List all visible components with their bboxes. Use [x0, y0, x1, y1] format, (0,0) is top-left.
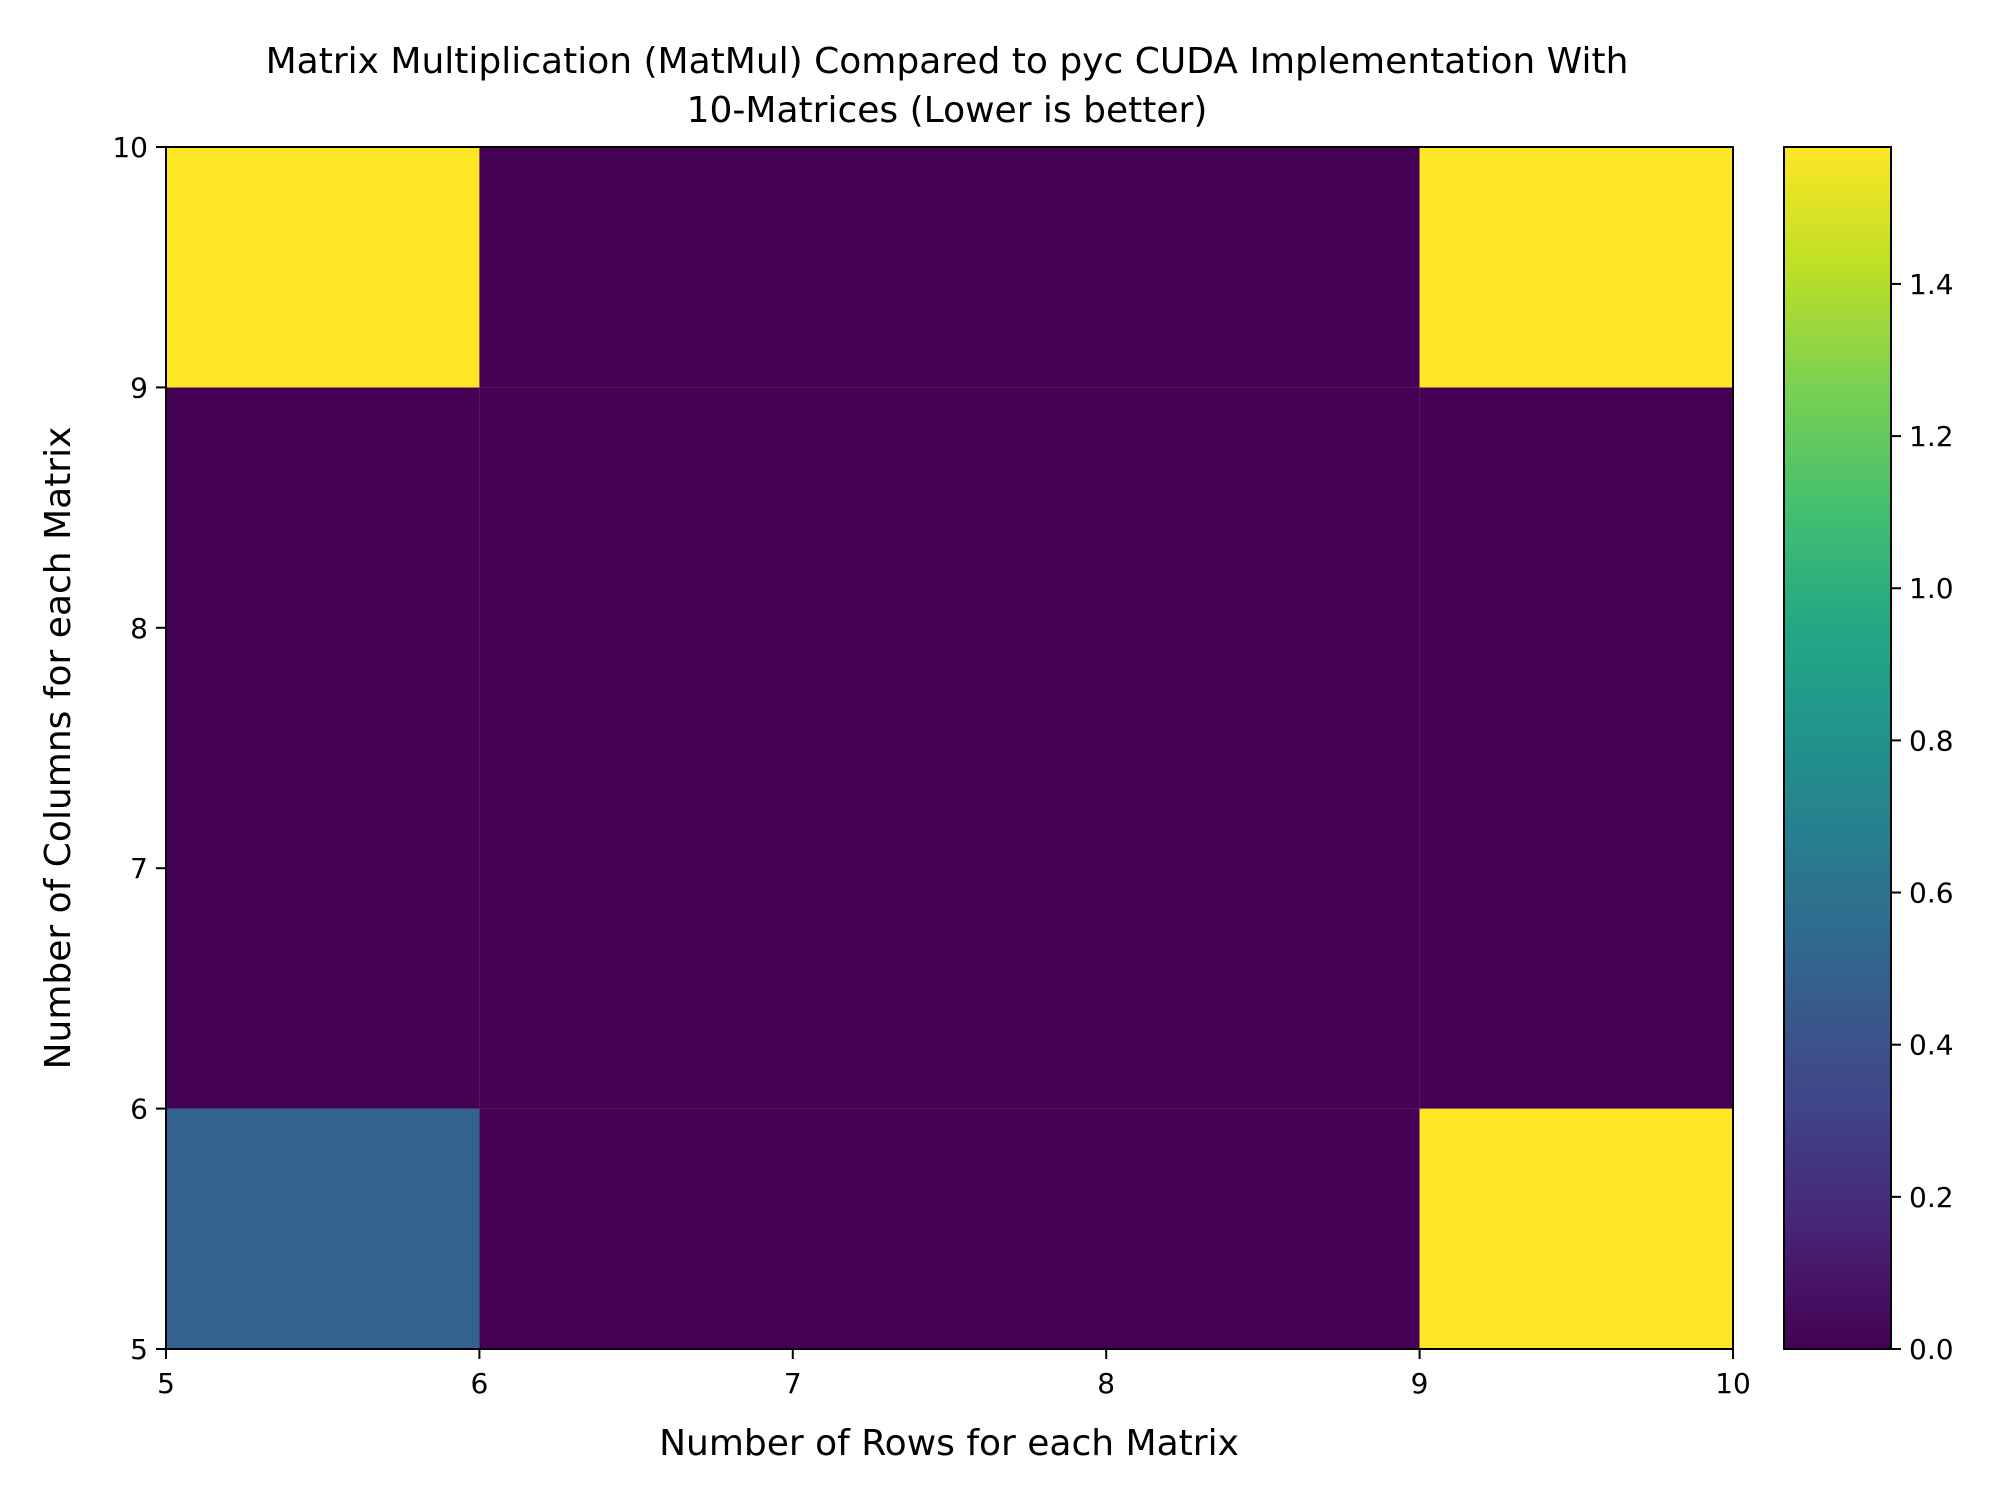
heatmap-cell-8	[1419, 147, 1733, 388]
y-tick-label: 5	[130, 1333, 148, 1366]
colorbar-tick-label: 0.0	[1909, 1333, 1954, 1366]
x-tick-label: 7	[784, 1367, 802, 1400]
heatmap-cell-2	[1419, 1108, 1733, 1349]
y-tick-label: 8	[130, 612, 148, 645]
y-tick-label: 7	[130, 852, 148, 885]
heatmap-cell-1	[479, 1108, 1420, 1349]
heatmap-cell-6	[166, 147, 480, 388]
x-tick-label: 6	[470, 1367, 488, 1400]
heatmap-cell-4	[479, 387, 1420, 1109]
y-tick-label: 10	[112, 131, 148, 164]
colorbar-tick-label: 0.2	[1909, 1181, 1954, 1214]
colorbar-tick-label: 1.0	[1909, 572, 1954, 605]
y-tick-label: 6	[130, 1093, 148, 1126]
heatmap-cell-0	[166, 1108, 480, 1349]
y-axis-label: Number of Columns for each Matrix	[38, 427, 79, 1070]
heatmap-cell-7	[479, 147, 1420, 388]
x-tick-label: 5	[157, 1367, 175, 1400]
y-axis-ticks: 5 6 7 8 9 10	[112, 131, 166, 1366]
colorbar-tick-label: 0.8	[1909, 724, 1954, 757]
y-tick-label: 9	[130, 371, 148, 404]
heatmap-cells	[166, 147, 1733, 1349]
colorbar-tick-label: 1.2	[1909, 420, 1954, 453]
colorbar-ticks: 0.0 0.2 0.4 0.6 0.8 1.0 1.2 1.4	[1891, 268, 1954, 1366]
chart-title-line-2: 10-Matrices (Lower is better)	[687, 90, 1208, 131]
plot-frame	[165, 146, 1734, 1350]
colorbar-tick-label: 0.4	[1909, 1029, 1954, 1062]
x-tick-label: 10	[1715, 1367, 1751, 1400]
colorbar-frame	[1783, 146, 1892, 1350]
chart-title-line-1: Matrix Multiplication (MatMul) Compared …	[266, 41, 1629, 82]
colorbar	[1784, 147, 1891, 1349]
heatmap-cell-3	[166, 387, 480, 1109]
heatmap-cell-5	[1419, 387, 1733, 1109]
x-tick-label: 9	[1411, 1367, 1429, 1400]
x-axis-ticks: 5 6 7 8 9 10	[157, 1349, 1751, 1400]
colorbar-tick-label: 0.6	[1909, 877, 1954, 910]
x-tick-label: 8	[1097, 1367, 1115, 1400]
x-axis-label: Number of Rows for each Matrix	[659, 1423, 1239, 1464]
colorbar-tick-label: 1.4	[1909, 268, 1954, 301]
